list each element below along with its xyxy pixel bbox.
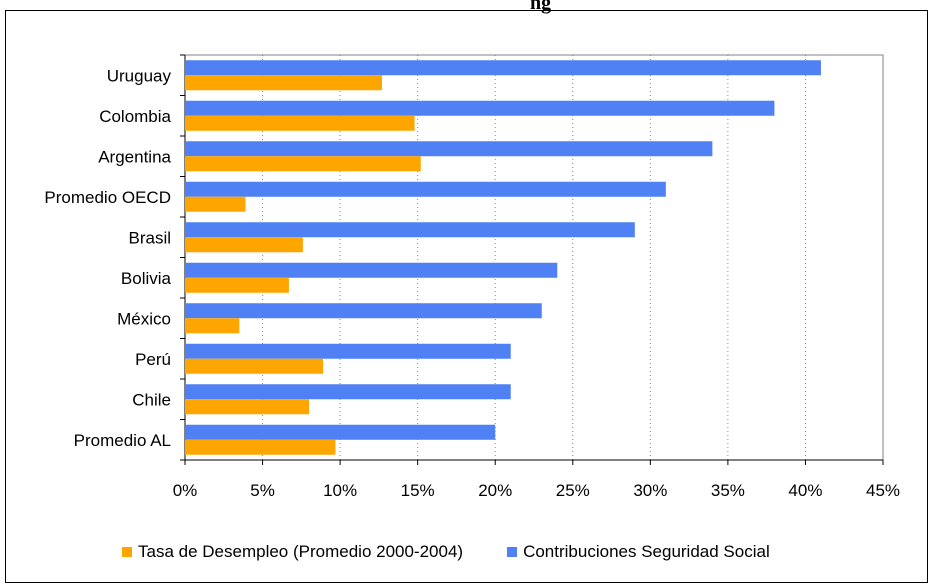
x-tick-label: 35% bbox=[711, 481, 745, 500]
bar-social-security bbox=[185, 181, 666, 197]
x-tick-label: 40% bbox=[788, 481, 822, 500]
bar-unemployment bbox=[185, 318, 240, 334]
x-tick-label: 45% bbox=[866, 481, 900, 500]
category-label: Brasil bbox=[128, 228, 171, 247]
legend-label-social-security: Contribuciones Seguridad Social bbox=[523, 542, 770, 561]
bar-social-security bbox=[185, 222, 635, 238]
bar-unemployment bbox=[185, 439, 336, 455]
x-tick-label: 0% bbox=[173, 481, 198, 500]
bar-social-security bbox=[185, 141, 713, 157]
x-tick-label: 5% bbox=[250, 481, 275, 500]
category-label: Bolivia bbox=[121, 269, 172, 288]
chart-title-fragment: ng bbox=[530, 0, 650, 32]
category-label: Chile bbox=[132, 390, 171, 409]
bar-unemployment bbox=[185, 115, 415, 131]
category-label: México bbox=[117, 309, 171, 328]
category-label: Promedio AL bbox=[74, 431, 171, 450]
bar-social-security bbox=[185, 262, 558, 278]
bar-social-security bbox=[185, 100, 775, 116]
category-label: Argentina bbox=[98, 147, 171, 166]
category-label: Colombia bbox=[99, 107, 171, 126]
legend-item-social-security: Contribuciones Seguridad Social bbox=[507, 542, 770, 562]
legend-label-unemployment: Tasa de Desempleo (Promedio 2000-2004) bbox=[138, 542, 464, 561]
category-label: Perú bbox=[135, 350, 171, 369]
chart-title: ng bbox=[530, 0, 552, 14]
legend-swatch-social-security bbox=[507, 547, 518, 557]
x-tick-label: 15% bbox=[401, 481, 435, 500]
bar-social-security bbox=[185, 343, 511, 359]
bar-unemployment bbox=[185, 75, 382, 91]
category-label: Uruguay bbox=[107, 66, 172, 85]
bar-unemployment bbox=[185, 277, 289, 293]
bar-unemployment bbox=[185, 156, 421, 172]
bar-unemployment bbox=[185, 237, 303, 253]
bar-unemployment bbox=[185, 358, 324, 374]
bar-social-security bbox=[185, 60, 821, 76]
x-tick-label: 20% bbox=[478, 481, 512, 500]
bar-social-security bbox=[185, 303, 542, 319]
legend: Tasa de Desempleo (Promedio 2000-2004) C… bbox=[122, 540, 814, 564]
x-tick-label: 25% bbox=[556, 481, 590, 500]
x-tick-label: 30% bbox=[633, 481, 667, 500]
bar-social-security bbox=[185, 384, 511, 400]
bar-unemployment bbox=[185, 399, 310, 415]
category-label: Promedio OECD bbox=[44, 188, 171, 207]
bar-unemployment bbox=[185, 196, 246, 212]
x-tick-label: 10% bbox=[323, 481, 357, 500]
bar-social-security bbox=[185, 424, 496, 440]
legend-item-unemployment: Tasa de Desempleo (Promedio 2000-2004) bbox=[122, 542, 463, 562]
legend-swatch-unemployment bbox=[122, 547, 132, 557]
